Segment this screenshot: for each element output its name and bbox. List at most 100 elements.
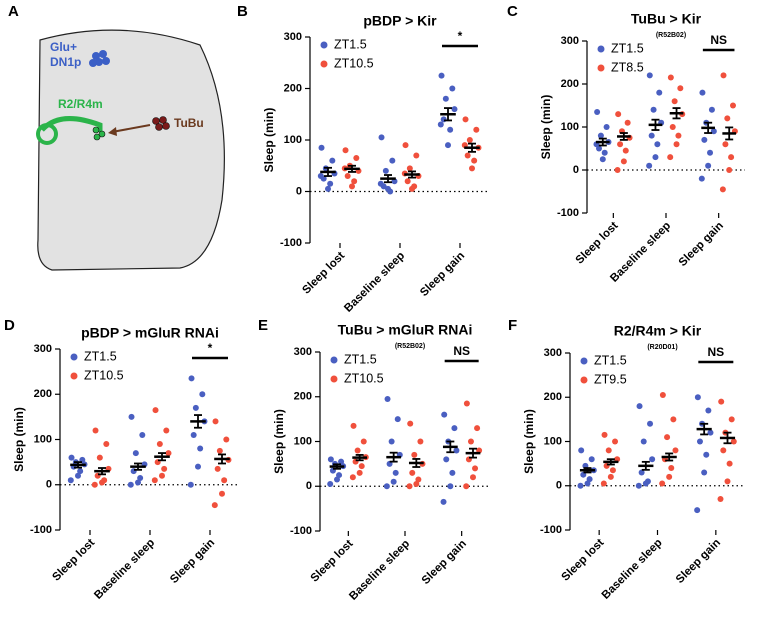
data-point — [350, 422, 357, 429]
y-tick-label: 300 — [544, 347, 562, 359]
y-tick-label: 200 — [294, 391, 312, 403]
legend-marker — [330, 356, 338, 364]
x-tick-label: Baseline sleep — [342, 250, 407, 315]
data-point — [325, 185, 331, 192]
neuron-terminals — [92, 126, 106, 141]
data-point — [624, 119, 631, 126]
data-point — [440, 116, 447, 123]
data-point — [646, 162, 653, 169]
data-point — [356, 469, 363, 476]
x-tick-label: Sleep gain — [418, 250, 467, 299]
data-point — [605, 447, 612, 454]
significance-label: NS — [707, 345, 724, 359]
data-point — [132, 450, 139, 457]
data-point — [607, 473, 614, 480]
y-tick-label: 0 — [296, 185, 302, 197]
data-point — [392, 469, 399, 476]
data-point — [151, 477, 158, 484]
data-point — [443, 456, 450, 463]
dn1p-cluster — [89, 50, 110, 67]
brain-outline — [37, 29, 225, 271]
data-point — [654, 141, 661, 148]
y-tick-label: 0 — [556, 480, 562, 492]
data-point — [409, 185, 415, 192]
data-point — [192, 404, 199, 411]
y-tick-label: 0 — [573, 164, 579, 176]
data-point — [720, 72, 727, 79]
data-point — [724, 115, 731, 122]
data-point — [327, 481, 334, 488]
y-tick-label: 300 — [294, 346, 312, 358]
data-point — [377, 180, 384, 187]
data-point — [703, 451, 710, 458]
legend-marker — [597, 64, 605, 72]
data-point — [411, 451, 418, 458]
panel-label: E — [258, 317, 268, 334]
data-point — [473, 126, 480, 133]
y-tick-label: 300 — [284, 31, 302, 43]
y-tick-label: 0 — [306, 480, 312, 492]
data-point — [718, 398, 725, 405]
legend-label: ZT1.5 — [611, 41, 644, 55]
data-point — [667, 74, 674, 81]
data-point — [666, 473, 673, 480]
x-tick-label: Sleep gain — [674, 537, 723, 586]
data-point — [68, 454, 75, 461]
data-point — [636, 403, 643, 410]
data-point — [469, 165, 475, 172]
data-point — [466, 137, 473, 143]
x-tick-label: Baseline sleep — [600, 537, 665, 602]
legend-label: ZT10.5 — [84, 368, 124, 382]
data-point — [694, 507, 701, 514]
data-point — [447, 483, 454, 490]
data-point — [677, 85, 684, 92]
data-point — [451, 425, 458, 432]
y-tick-label: 100 — [34, 433, 52, 445]
data-point — [161, 465, 168, 472]
tubu-cluster — [152, 116, 170, 131]
data-point — [726, 167, 733, 173]
panel-label: C — [507, 3, 518, 20]
data-point — [388, 438, 395, 445]
data-point — [675, 132, 682, 139]
data-point — [578, 447, 585, 454]
y-tick-label: -100 — [540, 524, 562, 536]
data-point — [650, 106, 657, 113]
legend-label: ZT1.5 — [344, 352, 377, 366]
x-tick-label: Sleep lost — [50, 537, 97, 584]
data-point — [728, 154, 735, 161]
y-axis-label: Sleep (min) — [262, 108, 276, 173]
data-point — [668, 465, 675, 472]
panel-label: B — [237, 3, 248, 20]
data-point — [77, 468, 84, 475]
data-point — [163, 427, 170, 434]
data-point — [673, 141, 680, 148]
data-point — [659, 480, 666, 487]
legend-marker — [330, 375, 338, 383]
legend-label: ZT10.5 — [344, 371, 384, 385]
data-point — [67, 477, 74, 484]
data-point — [195, 463, 201, 470]
data-point — [103, 441, 110, 448]
data-point — [620, 158, 627, 165]
data-point — [717, 496, 724, 503]
legend-marker — [320, 41, 328, 49]
data-point — [603, 124, 610, 130]
data-point — [404, 178, 411, 185]
x-tick-label: Baseline sleep — [347, 538, 412, 603]
data-point — [358, 463, 365, 470]
data-point — [137, 474, 144, 481]
data-point — [360, 438, 367, 445]
data-point — [472, 465, 479, 472]
data-point — [648, 132, 655, 139]
data-point — [670, 416, 677, 423]
data-point — [724, 478, 731, 485]
data-point — [349, 474, 356, 481]
data-point — [638, 469, 645, 476]
x-tick-label: Sleep lost — [309, 538, 356, 585]
y-tick-label: 100 — [294, 435, 312, 447]
data-point — [327, 180, 334, 187]
data-point — [464, 152, 471, 159]
data-point — [601, 149, 608, 156]
x-tick-label: Sleep gain — [420, 538, 469, 587]
